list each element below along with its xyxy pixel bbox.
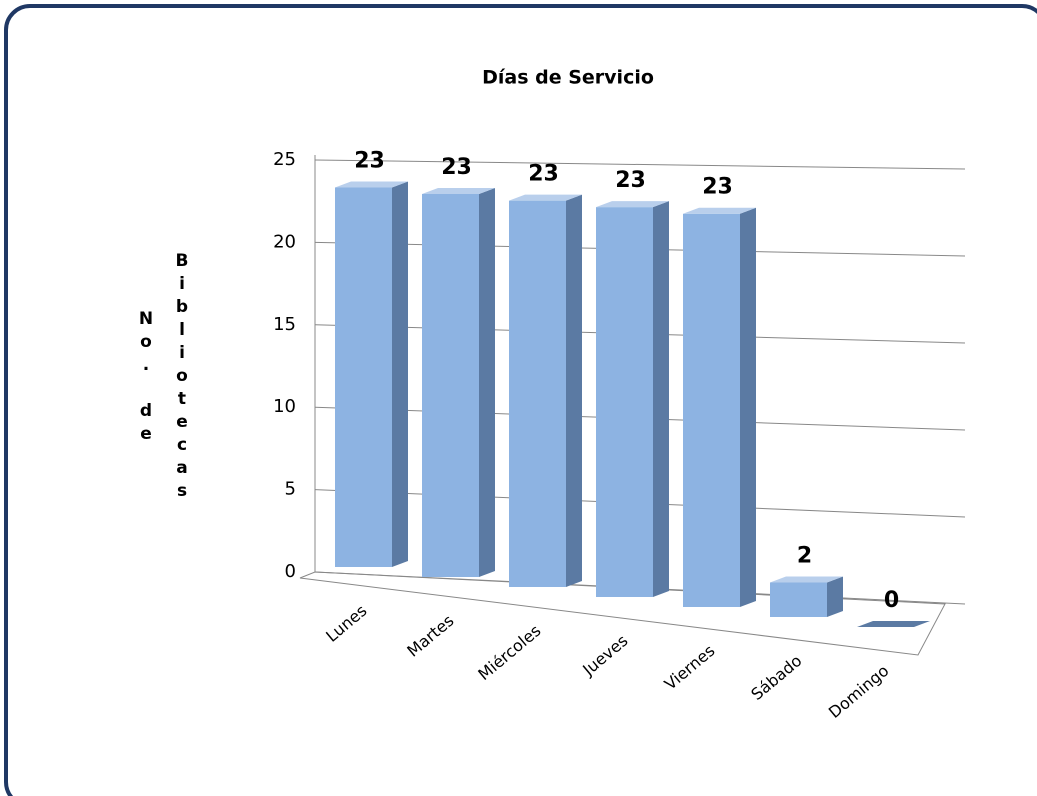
bar-top [509, 194, 582, 201]
data-label: 23 [528, 162, 559, 187]
y-axis-label: No. de Bibliotecas [136, 251, 192, 504]
data-label: 2 [797, 544, 812, 569]
bar-side [566, 194, 582, 587]
bar [596, 201, 669, 597]
data-label: 23 [615, 168, 646, 193]
bar-side [827, 576, 843, 617]
bar-top [770, 576, 843, 583]
bar [857, 621, 930, 627]
y-tick-label: 5 [285, 479, 296, 500]
bar-top [335, 181, 408, 188]
bar-side [479, 188, 495, 578]
data-label: 23 [354, 149, 385, 174]
bar-side [392, 181, 408, 567]
y-tick-label: 10 [273, 396, 296, 417]
data-label: 0 [884, 588, 899, 613]
bar-front [335, 187, 392, 567]
y-tick-label: 0 [285, 561, 296, 582]
bar-front [770, 582, 827, 617]
bar [683, 207, 756, 607]
bar-front [596, 207, 653, 597]
chart-title: Días de Servicio [482, 67, 654, 89]
data-label: 23 [702, 175, 733, 200]
y-tick-label: 15 [273, 314, 296, 335]
y-tick-label: 20 [273, 231, 296, 252]
bar-front [683, 213, 740, 607]
bar [335, 181, 408, 567]
bar-top [857, 621, 930, 627]
bar [770, 576, 843, 617]
bar-top [683, 207, 756, 214]
bar-side [653, 201, 669, 597]
bar-top [596, 201, 669, 208]
y-tick-label: 25 [273, 149, 296, 170]
bar [509, 194, 582, 587]
bar-front [422, 194, 479, 578]
bar-side [740, 207, 756, 607]
bar-top [422, 188, 495, 195]
bar-front [509, 200, 566, 587]
bar [422, 188, 495, 578]
data-label: 23 [441, 155, 472, 180]
grid-line [314, 159, 966, 170]
